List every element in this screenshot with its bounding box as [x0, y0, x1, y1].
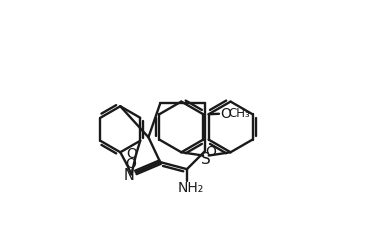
Text: O: O	[126, 157, 137, 171]
Text: S: S	[201, 152, 211, 167]
Text: O: O	[205, 145, 216, 160]
Text: N: N	[124, 169, 135, 183]
Text: O: O	[220, 107, 231, 121]
Text: O: O	[126, 147, 137, 161]
Text: NH₂: NH₂	[177, 181, 204, 195]
Text: CH₃: CH₃	[229, 107, 250, 120]
